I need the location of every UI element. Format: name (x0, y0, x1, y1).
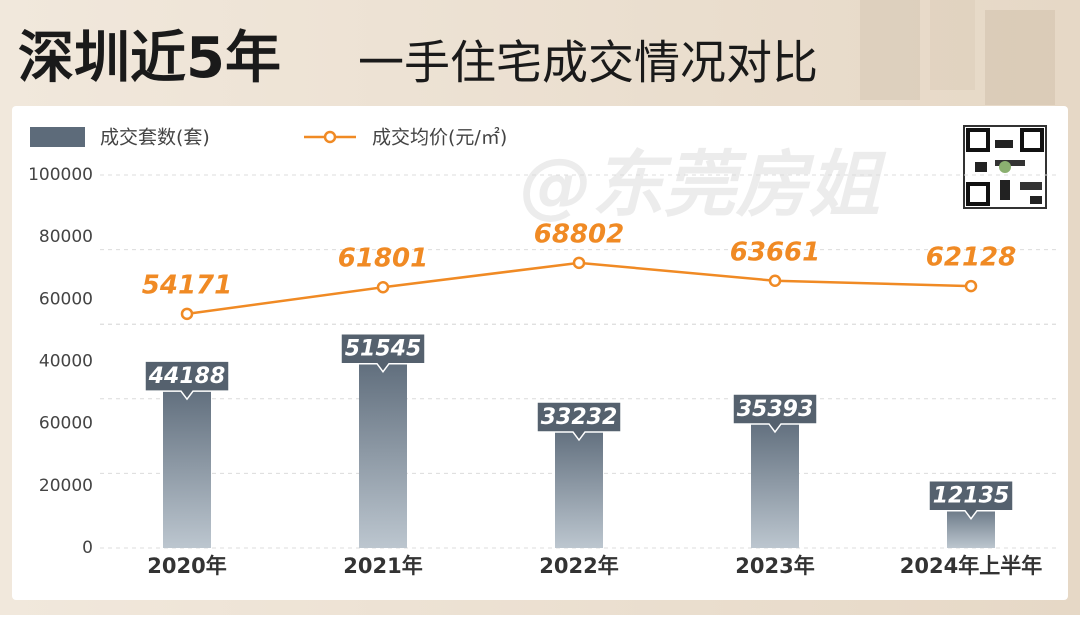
bar-value-label: 44188 (148, 364, 226, 389)
line-marker (180, 307, 194, 321)
line-value-label: 63661 (730, 237, 820, 267)
y-tick-label: 0 (82, 538, 93, 558)
line-marker (964, 279, 978, 293)
label-callout (340, 332, 426, 373)
buildings (860, 0, 1055, 105)
x-tick-label: 2020年 (147, 554, 226, 578)
line-value-label: 68802 (534, 219, 624, 249)
legend-label: 成交套数(套) (100, 127, 210, 149)
bar-value-label: 35393 (737, 397, 814, 422)
bar-value-label: 12135 (933, 484, 1010, 509)
line-value-label: 62128 (926, 243, 1016, 273)
y-tick-label: 40000 (39, 352, 93, 372)
bar (751, 415, 799, 548)
line-marker (768, 274, 782, 288)
line-marker (572, 256, 586, 270)
y-tick-label: 80000 (39, 227, 93, 247)
bar (359, 355, 407, 548)
bar-value-label: 33232 (541, 405, 618, 430)
bar-value-label: 51545 (345, 337, 422, 362)
y-tick-label: 60000 (39, 414, 93, 434)
x-tick-label: 2023年 (735, 554, 814, 578)
line-marker (376, 280, 390, 294)
y-tick-label: 100000 (28, 165, 93, 185)
label-callout (536, 401, 622, 442)
legend-marker (323, 130, 337, 144)
y-tick-label: 60000 (39, 289, 93, 309)
line-value-label: 54171 (142, 270, 232, 300)
watermark: @东莞房姐 (520, 143, 887, 227)
legend-swatch (30, 127, 85, 147)
legend-label: 成交均价(元/㎡) (372, 126, 507, 149)
panel (12, 106, 1068, 600)
bar (555, 424, 603, 548)
label-callout (928, 479, 1014, 520)
chart-subtitle: 一手住宅成交情况对比 (358, 36, 818, 90)
qr-code (963, 125, 1047, 209)
x-tick-label: 2021年 (343, 554, 422, 578)
bar (163, 383, 211, 548)
chart-title: 深圳近5年 (18, 26, 281, 91)
label-callout (144, 360, 230, 401)
y-tick-label: 20000 (39, 476, 93, 496)
x-tick-label: 2022年 (539, 554, 618, 578)
label-callout (732, 393, 818, 434)
line-value-label: 61801 (338, 244, 428, 274)
x-tick-label: 2024年上半年 (900, 554, 1042, 578)
